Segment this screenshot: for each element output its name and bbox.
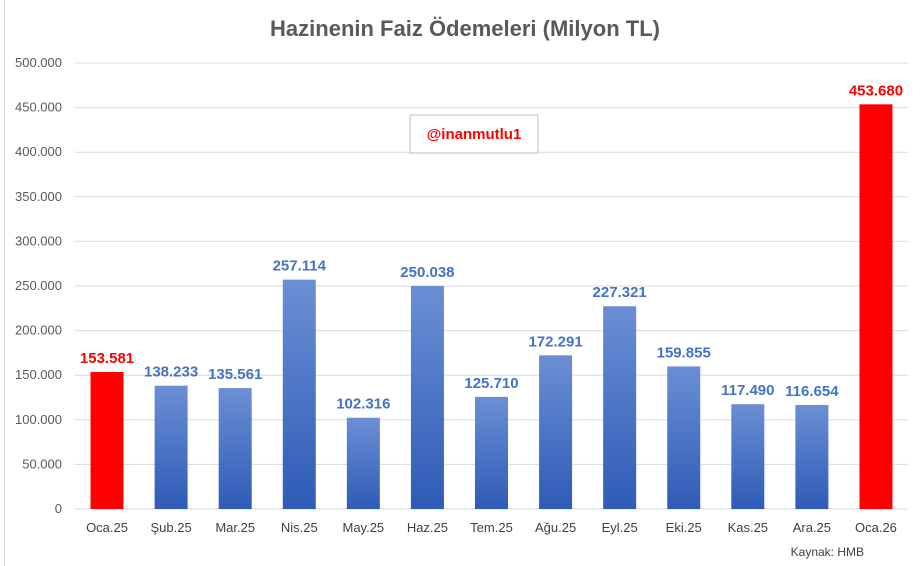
y-tick-label: 50.000: [22, 456, 62, 471]
bar-Eyl.25: [603, 306, 637, 509]
y-tick-label: 300.000: [15, 233, 62, 248]
data-labels: 153.581 138.233 135.561 257.114 102.316 250.0…: [80, 82, 903, 412]
bars: [90, 104, 893, 509]
x-tick-label: Oca.25: [86, 520, 128, 535]
x-tick-label: Ara.25: [793, 520, 831, 535]
data-label: 117.490: [721, 382, 774, 399]
watermark-text: @inanmutlu1: [427, 126, 522, 143]
y-tick-label: 500.000: [15, 55, 62, 70]
data-label: 172.291: [528, 333, 582, 350]
bar-Eki.25: [667, 366, 701, 509]
data-label: 250.038: [400, 264, 454, 281]
x-tick-label: Tem.25: [470, 520, 513, 535]
data-label: 135.561: [208, 366, 262, 383]
bar-Ara.25: [795, 404, 829, 509]
x-tick-label: Eyl.25: [602, 520, 638, 535]
data-label: 116.654: [785, 383, 839, 400]
chart-title: Hazinenin Faiz Ödemeleri (Milyon TL): [270, 16, 660, 41]
watermark-box: @inanmutlu1: [409, 114, 539, 154]
x-tick-label: Şub.25: [151, 520, 192, 535]
x-axis-ticks: Oca.25 Şub.25 Mar.25 Nis.25 May.25 Haz.25 Tem.…: [86, 520, 897, 535]
y-tick-label: 250.000: [15, 278, 62, 293]
bar-Ağu.25: [539, 355, 573, 509]
y-tick-label: 450.000: [15, 100, 62, 115]
bar-May.25: [346, 417, 380, 509]
data-label: 102.316: [336, 396, 390, 413]
y-axis-ticks: 0 50.000 100.000 150.000 200.000 250.000 300.0…: [15, 55, 62, 516]
source-note: Kaynak: HMB: [791, 545, 864, 559]
bar-Nis.25: [282, 279, 316, 509]
y-tick-label: 0: [55, 501, 62, 516]
left-border: [4, 0, 5, 566]
y-tick-label: 100.000: [15, 412, 62, 427]
bar-Mar.25: [218, 388, 252, 509]
data-label: 153.581: [80, 350, 134, 367]
bar-Tem.25: [475, 396, 508, 509]
bar-Kas.25: [731, 404, 765, 509]
x-tick-label: May.25: [343, 520, 385, 535]
data-label: 257.114: [273, 258, 327, 275]
gridlines: [75, 62, 908, 510]
bar-Oca.25: [90, 372, 124, 509]
x-tick-label: Haz.25: [407, 520, 448, 535]
bar-Şub.25: [154, 385, 188, 509]
y-tick-label: 350.000: [15, 189, 62, 204]
bar-Oca.26: [859, 104, 893, 509]
x-tick-label: Nis.25: [281, 520, 318, 535]
y-tick-label: 150.000: [15, 367, 62, 382]
x-tick-label: Ağu.25: [535, 520, 576, 535]
x-tick-label: Kas.25: [728, 520, 768, 535]
x-tick-label: Oca.26: [855, 520, 897, 535]
y-tick-label: 400.000: [15, 144, 62, 159]
data-label: 453.680: [849, 82, 903, 99]
y-tick-label: 200.000: [15, 323, 62, 338]
data-label: 227.321: [593, 284, 647, 301]
data-label: 125.710: [464, 375, 518, 392]
x-tick-label: Mar.25: [215, 520, 255, 535]
x-tick-label: Eki.25: [666, 520, 702, 535]
data-label: 138.233: [144, 364, 198, 381]
bar-Haz.25: [410, 285, 444, 509]
data-label: 159.855: [657, 344, 711, 361]
